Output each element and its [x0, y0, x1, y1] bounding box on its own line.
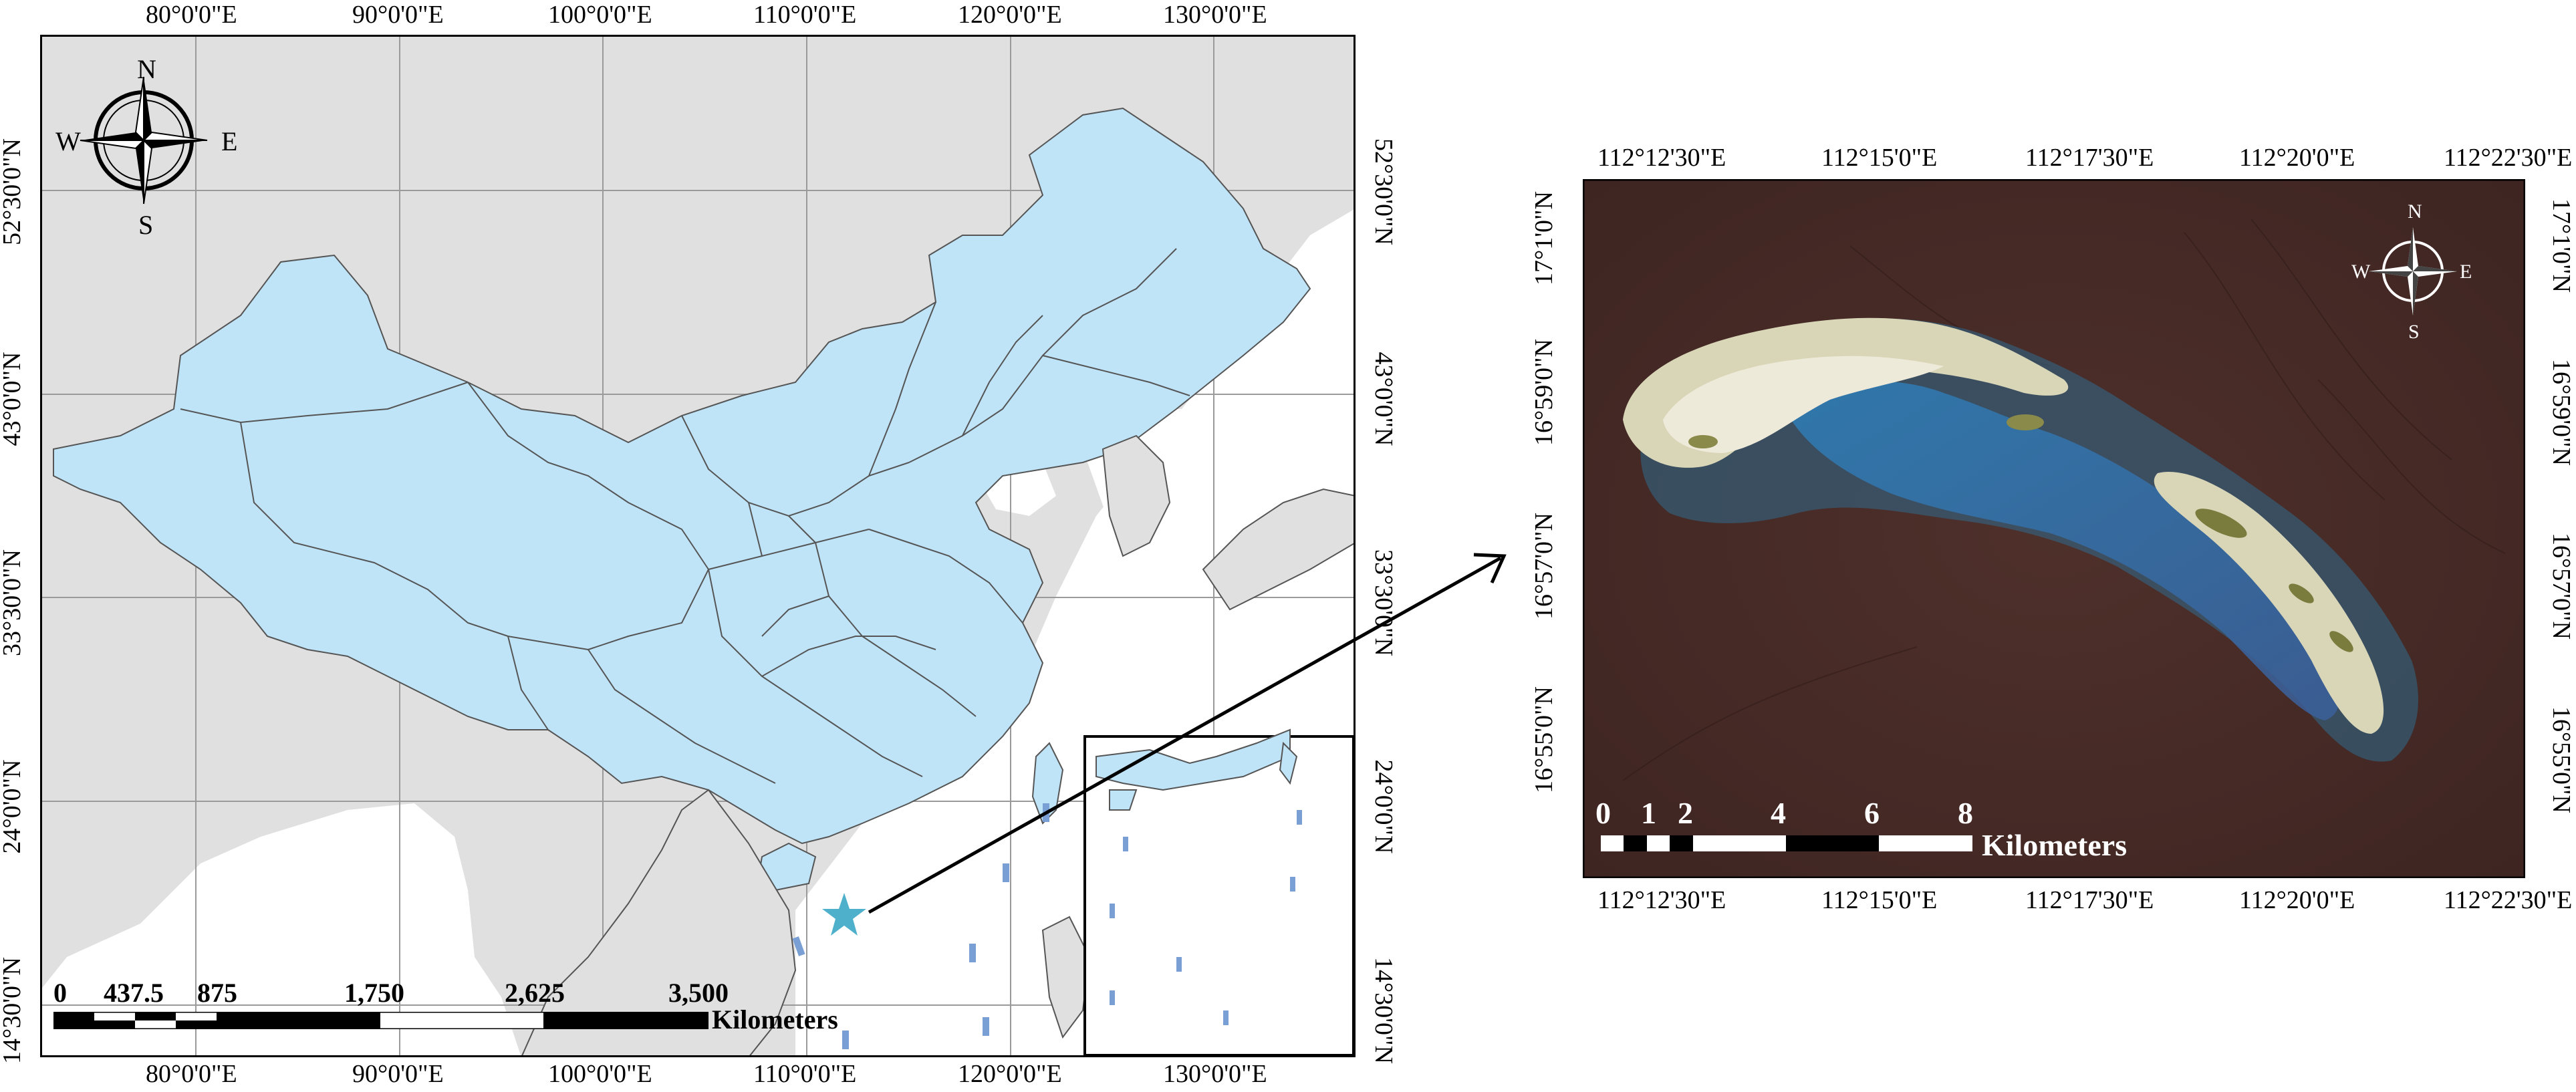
top-lon-label-90: 90°0'0"E: [352, 1, 444, 29]
compass-s-label: S: [138, 210, 154, 240]
detail-bottom-lon-1: 112°12'30"E: [1597, 886, 1726, 914]
satellite-image: [1583, 179, 2525, 878]
scale-tick-0: 0: [53, 978, 67, 1008]
scale-bar: 0 437.5 875 1,750 2,625 3,500 Kilometers: [53, 977, 838, 1044]
detail-top-lon-1: 112°12'30"E: [1597, 144, 1726, 172]
top-lon-label-100: 100°0'0"E: [548, 1, 652, 29]
detail-left-lat-2: 16°59'0"N: [1530, 339, 1558, 446]
detail-scale-tick-0: 0: [1595, 796, 1611, 830]
detail-scale-unit-label: Kilometers: [1982, 828, 2128, 862]
taiwan: [1031, 742, 1064, 825]
compass-rose-icon: [80, 76, 208, 204]
scale-tick-3500: 3,500: [668, 978, 729, 1008]
scale-tick-437: 437.5: [104, 978, 164, 1008]
compass-w-label: W: [55, 126, 81, 156]
china-landmass: [53, 107, 1311, 845]
detail-right-lat-3: 16°57'0"N: [2547, 533, 2575, 640]
right-lat-label-52: 52°30'0"N: [1370, 138, 1398, 245]
top-lon-label-110: 110°0'0"E: [753, 1, 857, 29]
bottom-lon-label-90: 90°0'0"E: [352, 1060, 444, 1088]
philippines: [1041, 916, 1091, 1039]
detail-top-lon-4: 112°20'0"E: [2239, 144, 2355, 172]
detail-top-lon-2: 112°15'0"E: [1821, 144, 1938, 172]
scale-tick-875: 875: [197, 978, 237, 1008]
reef-flat-east: [2154, 472, 2384, 734]
bottom-lon-label-110: 110°0'0"E: [753, 1060, 857, 1088]
detail-scale-tick-6: 6: [1864, 796, 1880, 830]
detail-scale-tick-1: 1: [1641, 796, 1656, 830]
detail-scale-tick-2: 2: [1678, 796, 1693, 830]
korea: [1102, 434, 1171, 557]
detail-scale-bar: 0 1 2 4 6 8 Kilometers: [1595, 795, 2127, 869]
left-lat-label-24: 24°0'0"N: [0, 759, 26, 854]
scale-tick-1750: 1,750: [344, 978, 404, 1008]
overview-map-canvas: [40, 35, 1356, 1057]
detail-bottom-lon-3: 112°17'30"E: [2025, 886, 2154, 914]
detail-left-lat-4: 16°55'0"N: [1530, 686, 1558, 793]
detail-compass-s-label: S: [2408, 321, 2420, 343]
detail-top-lon-3: 112°17'30"E: [2025, 144, 2154, 172]
detail-left-lat-3: 16°57'0"N: [1530, 513, 1558, 620]
detail-right-lat-1: 17°1'0"N: [2547, 198, 2575, 293]
reef-flat-inner: [1663, 356, 1944, 453]
compass-rose-icon: [2369, 227, 2457, 315]
compass-n-label: N: [137, 54, 156, 84]
detail-compass-e-label: E: [2460, 261, 2472, 283]
right-lat-label-43: 43°0'0"N: [1370, 352, 1398, 446]
top-lon-label-120: 120°0'0"E: [958, 1, 1062, 29]
left-lat-label-43: 43°0'0"N: [0, 352, 26, 446]
indochina: [520, 789, 797, 1057]
detail-north-arrow-compass: N S W E: [2351, 200, 2472, 343]
bottom-lon-label-130: 130°0'0"E: [1163, 1060, 1267, 1088]
detail-left-lat-1: 17°1'0"N: [1530, 191, 1558, 285]
detail-bottom-lon-4: 112°20'0"E: [2239, 886, 2355, 914]
study-site-marker: [821, 892, 868, 938]
detail-scale-bar-graphic: [1601, 835, 1972, 851]
detail-compass-n-label: N: [2408, 200, 2422, 223]
zoom-connector-arrow: [868, 553, 1507, 914]
detail-right-lat-2: 16°59'0"N: [2547, 359, 2575, 466]
left-lat-label-52: 52°30'0"N: [0, 138, 26, 245]
detail-scale-tick-4: 4: [1771, 796, 1786, 830]
detail-compass-w-label: W: [2351, 261, 2371, 283]
right-lat-label-14: 14°30'0"N: [1370, 957, 1398, 1064]
top-lon-label-80: 80°0'0"E: [146, 1, 237, 29]
scale-bar-graphic: [53, 1012, 709, 1029]
left-lat-label-33: 33°30'0"N: [0, 549, 26, 656]
bay-of-bengal: [40, 803, 521, 1057]
detail-right-lat-4: 16°55'0"N: [2547, 706, 2575, 813]
bottom-lon-label-100: 100°0'0"E: [548, 1060, 652, 1088]
detail-scale-tick-8: 8: [1958, 796, 1973, 830]
bottom-lon-label-120: 120°0'0"E: [958, 1060, 1062, 1088]
detail-map: 112°12'30"E 112°15'0"E 112°17'30"E 112°2…: [1530, 134, 2576, 936]
top-lon-label-130: 130°0'0"E: [1163, 1, 1267, 29]
detail-bottom-lon-2: 112°15'0"E: [1821, 886, 1938, 914]
bottom-lon-label-80: 80°0'0"E: [146, 1060, 237, 1088]
north-arrow-compass: N S W E: [55, 54, 237, 240]
left-lat-label-14: 14°30'0"N: [0, 957, 26, 1064]
star-icon: [822, 893, 866, 936]
scale-unit-label: Kilometers: [712, 1004, 838, 1035]
detail-bottom-lon-5: 112°22'30"E: [2444, 886, 2573, 914]
detail-top-lon-5: 112°22'30"E: [2444, 144, 2573, 172]
scale-tick-2625: 2,625: [505, 978, 565, 1008]
japan: [1202, 488, 1356, 611]
overview-map: 80°0'0"E 90°0'0"E 100°0'0"E 110°0'0"E 12…: [0, 1, 1398, 1088]
compass-e-label: E: [221, 126, 238, 156]
